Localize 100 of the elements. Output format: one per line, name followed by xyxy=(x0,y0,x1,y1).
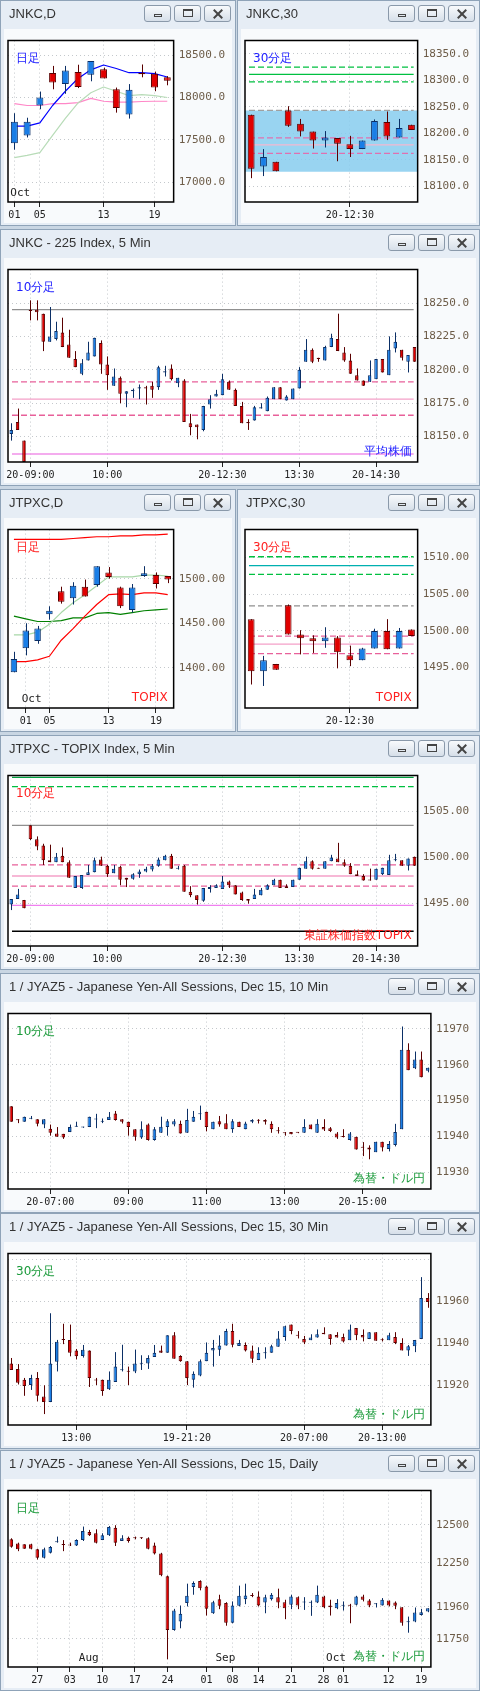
annotation: 東証株価指数TOPIX xyxy=(303,928,412,943)
y-tick-label: 18175.0 xyxy=(422,396,469,410)
y-tick-label: 17000.0 xyxy=(178,175,225,189)
x-tick-label: 27 xyxy=(31,1673,44,1685)
candlestick xyxy=(393,331,397,353)
y-tick-label: 18200.0 xyxy=(422,126,469,140)
x-tick-label: 13:00 xyxy=(61,1431,92,1443)
y-tick-label: 17500.0 xyxy=(178,132,225,146)
x-tick-label: 09:00 xyxy=(113,1195,144,1207)
y-tick-label: 18250.0 xyxy=(422,99,469,113)
annotation: TOPIX xyxy=(374,690,412,705)
candlestick xyxy=(263,1594,267,1614)
y-tick-label: 11960 xyxy=(435,1293,470,1307)
x-tick-label: 10 xyxy=(96,1673,109,1685)
y-tick-label: 18350.0 xyxy=(422,46,469,60)
chart-title: JNKC - 225 Index, 5 Min xyxy=(9,235,151,250)
y-tick-label: 1505.00 xyxy=(422,587,469,601)
annotation: 日足 xyxy=(16,1500,40,1515)
chart-title: JNKC,30 xyxy=(246,6,299,21)
y-tick-label: 11750 xyxy=(435,1631,470,1645)
y-tick-label: 11960 xyxy=(435,1599,470,1613)
annotation: 10分足 xyxy=(16,279,56,294)
x-tick-label: 20-07:00 xyxy=(279,1431,329,1443)
annotation: 10分足 xyxy=(16,785,56,800)
x-tick-label: 01 xyxy=(19,714,32,726)
x-tick-label: 17 xyxy=(128,1673,141,1685)
candlestick xyxy=(35,1371,40,1402)
y-tick-label: 1495.00 xyxy=(422,896,469,910)
x-tick-label: 13 xyxy=(97,208,110,220)
candlestick xyxy=(172,1331,176,1360)
annotation: 30分足 xyxy=(16,1263,56,1278)
candlestick xyxy=(393,1123,397,1147)
x-tick-label: 10:00 xyxy=(92,468,123,480)
annotation: 30分足 xyxy=(253,50,293,65)
candlestick xyxy=(260,148,267,177)
x-tick-label: 03 xyxy=(63,1673,76,1685)
y-tick-label: 18150.0 xyxy=(422,152,469,166)
x-tick-label: 20-12:30 xyxy=(325,208,374,220)
candlestick xyxy=(284,105,292,128)
candlestick xyxy=(22,622,29,656)
candlestick xyxy=(383,111,391,141)
candlestick xyxy=(41,843,45,866)
x-tick-label: 13:30 xyxy=(284,468,315,480)
annotation: 為替・ドル円 xyxy=(352,1407,425,1422)
candlestick xyxy=(151,71,159,92)
candlestick xyxy=(406,1042,410,1071)
y-tick-label: 11940 xyxy=(435,1129,470,1143)
x-tick-label: 01 xyxy=(200,1673,213,1685)
candlestick xyxy=(99,339,103,375)
candlestick xyxy=(118,865,122,886)
annotation: 日足 xyxy=(16,50,40,65)
y-tick-label: 18225.0 xyxy=(422,329,469,343)
y-tick-label: 11930 xyxy=(435,1165,470,1179)
x-tick-label: 28 xyxy=(317,1673,330,1685)
candlestick xyxy=(49,65,57,90)
x-tick-label: 01 xyxy=(337,1673,350,1685)
y-tick-label: 18250.0 xyxy=(422,295,469,309)
annotation: Sep xyxy=(215,1651,236,1665)
candlestick xyxy=(260,655,267,687)
candlestick xyxy=(10,112,18,151)
y-tick-label: 1400.00 xyxy=(178,660,225,674)
y-tick-label: 11960 xyxy=(435,1057,470,1071)
x-tick-label: 20-12:30 xyxy=(198,468,247,480)
candlestick xyxy=(276,1588,280,1609)
candlestick xyxy=(15,1363,20,1385)
y-tick-label: 18150.0 xyxy=(422,429,469,443)
annotation: 日足 xyxy=(16,539,40,554)
y-tick-label: 11940 xyxy=(435,1335,470,1349)
candlestick xyxy=(41,1384,46,1415)
x-tick-label: 20-09:00 xyxy=(6,468,55,480)
x-tick-label: 20-15:00 xyxy=(338,1195,387,1207)
y-tick-label: 18100.0 xyxy=(422,178,469,192)
y-tick-label: 18000.0 xyxy=(178,90,225,104)
candlestick xyxy=(346,135,354,158)
chart-title: JTPXC,D xyxy=(9,495,64,510)
chart-title: 1 / JYAZ5 - Japanese Yen-All Sessions, Dec 15, 10 Min xyxy=(9,979,329,994)
y-tick-label: 18300.0 xyxy=(422,73,469,87)
annotation: 30分足 xyxy=(253,539,293,554)
x-tick-label: 20-14:30 xyxy=(351,468,401,480)
x-tick-label: 08 xyxy=(226,1673,239,1685)
x-tick-label: 20-14:30 xyxy=(351,952,401,964)
annotation: Oct xyxy=(326,1651,346,1665)
y-tick-label: 12500 xyxy=(435,1517,470,1531)
chart-title: 1 / JYAZ5 - Japanese Yen-All Sessions, Dec 15, Daily xyxy=(9,1456,319,1471)
y-tick-label: 11970 xyxy=(435,1021,470,1035)
candlestick xyxy=(172,1608,176,1632)
candlestick xyxy=(387,335,391,376)
candlestick xyxy=(117,586,124,609)
candlestick xyxy=(54,321,58,341)
candlestick xyxy=(125,83,133,120)
x-tick-label: 13:00 xyxy=(269,1195,300,1207)
candlestick xyxy=(118,375,122,404)
x-tick-label: 19 xyxy=(148,208,161,220)
candlestick xyxy=(133,1349,137,1374)
x-tick-label: 20-07:00 xyxy=(26,1195,75,1207)
candlestick xyxy=(224,1601,228,1627)
candlestick xyxy=(61,65,69,95)
x-tick-label: 13 xyxy=(102,714,115,726)
candlestick xyxy=(112,87,120,114)
y-tick-label: 18200.0 xyxy=(422,362,469,376)
